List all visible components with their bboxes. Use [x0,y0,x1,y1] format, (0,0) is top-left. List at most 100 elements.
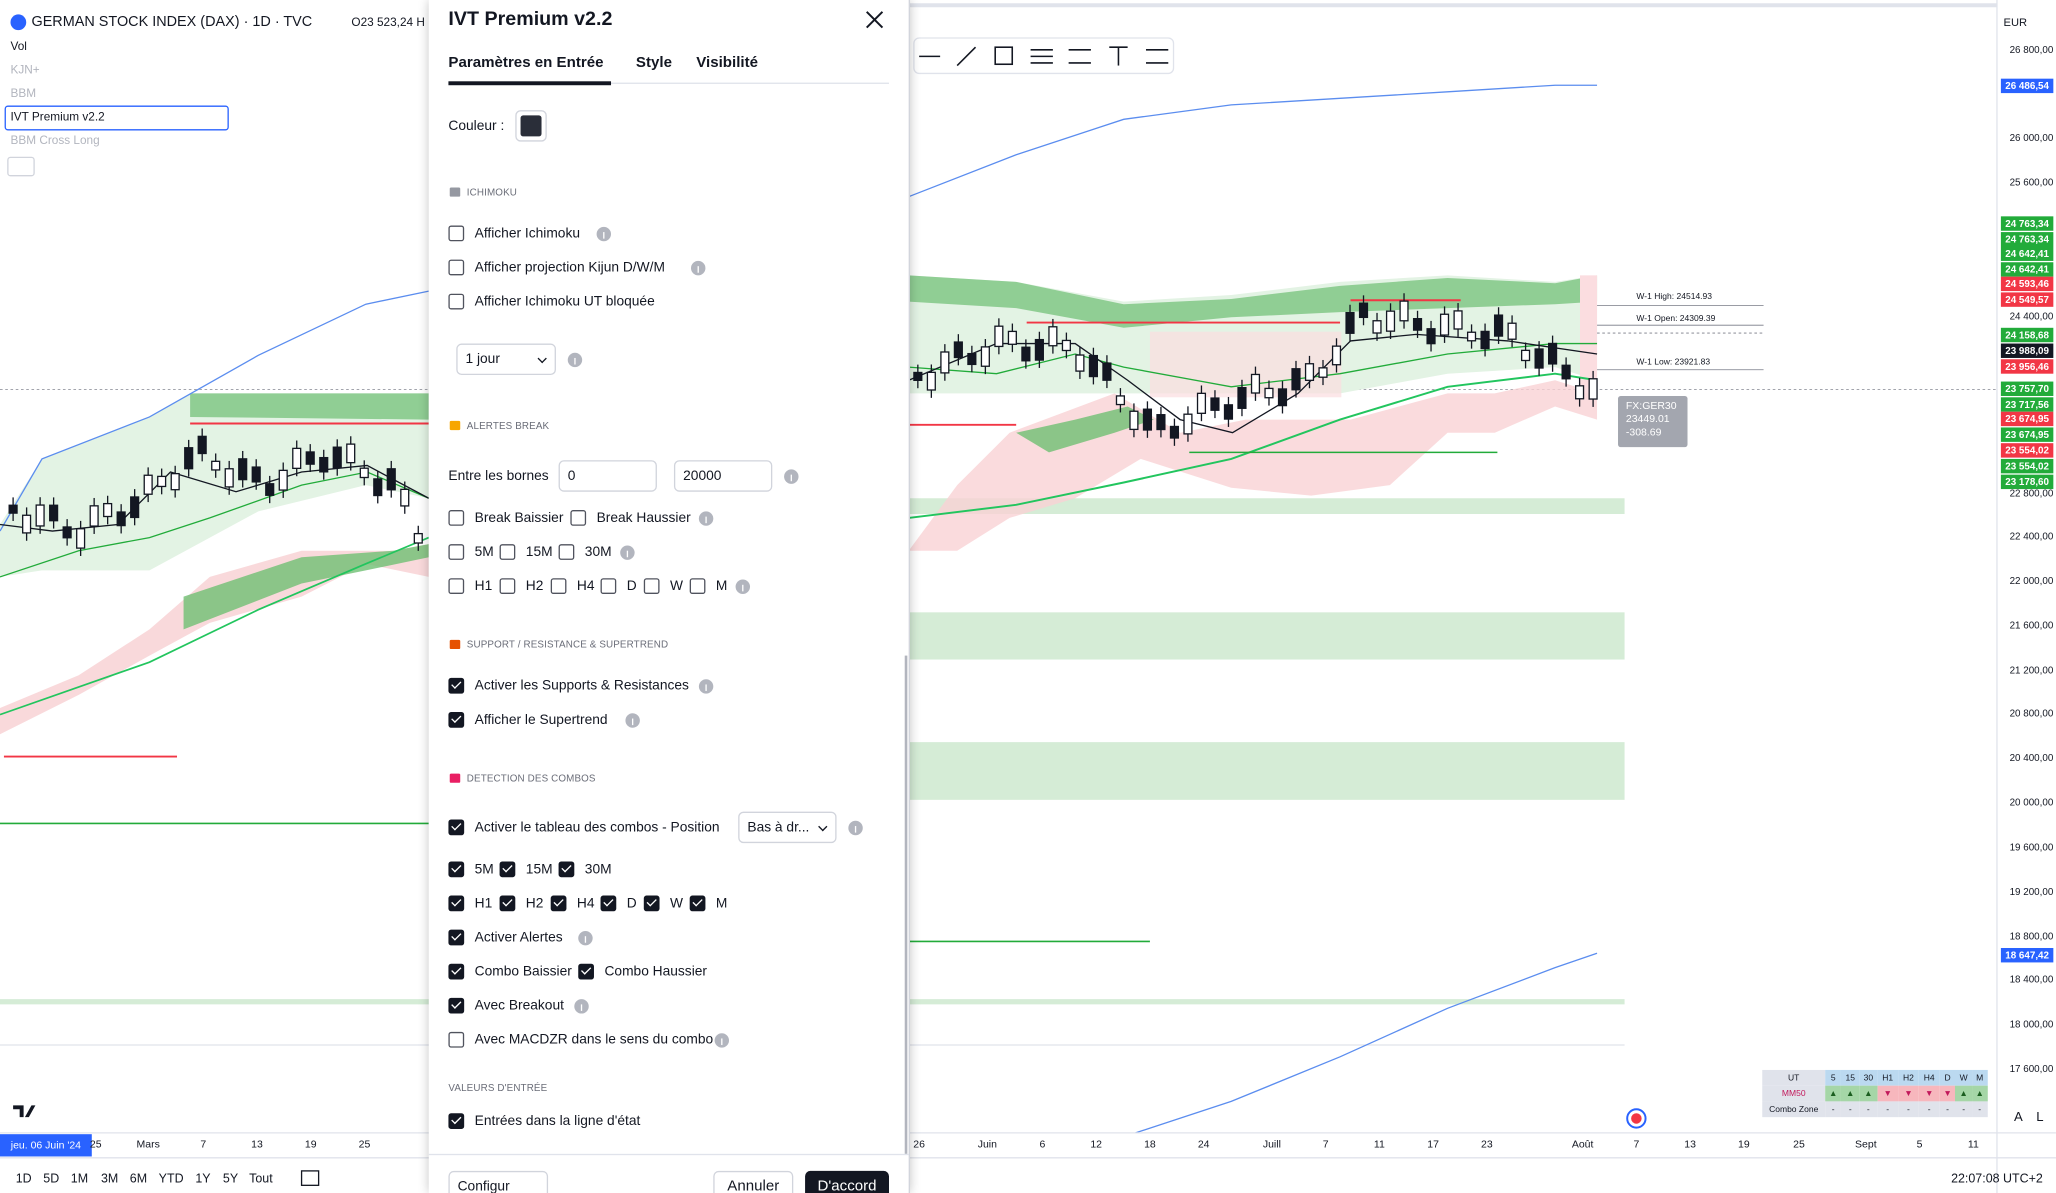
symbol-title[interactable]: GERMAN STOCK INDEX (DAX) · 1D · TVC [31,14,313,31]
cancel-button[interactable]: Annuler [713,1170,794,1193]
range-button[interactable]: 1D [15,1172,32,1187]
tab[interactable]: Style [635,55,672,71]
checkbox[interactable] [448,259,465,276]
time-label: 7 [1322,1138,1329,1150]
ok-button[interactable]: D'accord [805,1170,889,1193]
candle [103,502,113,518]
close-button[interactable] [865,10,884,29]
checkbox[interactable] [448,1031,465,1048]
price-badge: 24 642,41 [2000,261,2054,277]
checkbox[interactable] [689,895,706,912]
checkbox[interactable] [448,929,465,946]
checkbox[interactable] [448,861,465,878]
number-input[interactable]: 20000 [673,460,773,492]
indicator[interactable]: IVT Premium v2.2 [10,110,105,124]
info-icon [784,469,799,484]
indicator[interactable]: BBM Cross Long [10,133,100,147]
checkbox[interactable] [558,861,575,878]
range-button[interactable]: 3M [100,1172,119,1187]
checkbox[interactable] [550,895,567,912]
candle [413,532,423,544]
tab[interactable]: Paramètres en Entrée [448,55,604,71]
price-badge: 23 674,95 [2000,426,2054,442]
color-swatch[interactable] [515,110,547,142]
option-label: Break Haussier [596,510,691,526]
indicator[interactable]: BBM [10,86,37,100]
period-select[interactable]: 1 jour [456,343,556,376]
indicator[interactable]: Vol [10,39,27,53]
info-icon [574,999,589,1014]
checkbox[interactable] [643,578,660,594]
section-heading: ICHIMOKU [466,186,518,198]
checkbox[interactable] [558,544,575,560]
candle [49,504,59,522]
range-button[interactable]: 5D [43,1172,60,1187]
checkbox[interactable] [448,578,465,594]
candle [22,514,32,534]
time-label: 25 [89,1138,102,1150]
checkbox[interactable] [448,293,465,310]
checkbox[interactable] [448,677,465,694]
shape [520,115,542,137]
indicator[interactable]: KJN+ [10,62,40,77]
checkbox[interactable] [578,963,594,980]
checkbox[interactable] [448,895,465,912]
option-label: Afficher le Supertrend [474,711,608,728]
checkbox[interactable] [499,895,516,912]
checkbox[interactable] [448,544,465,560]
range-button[interactable]: 6M [129,1172,148,1187]
section-heading: ALERTES BREAK [466,419,550,432]
number-input[interactable]: 0 [558,460,657,492]
toggle[interactable]: A [2014,1110,2023,1126]
range-button[interactable]: 1M [70,1172,89,1187]
candle [913,371,923,382]
checkbox[interactable] [550,578,567,594]
shape [0,290,429,532]
checkbox[interactable] [448,510,465,526]
checkbox[interactable] [570,510,587,526]
toggle[interactable]: L [2036,1110,2044,1126]
checkbox[interactable] [499,544,516,560]
option-label: M [715,578,728,594]
shape [300,1170,320,1186]
option-label: H1 [474,578,493,594]
checkbox[interactable] [448,819,465,836]
time-label: Juin [977,1138,997,1150]
ohlc: O23 523,24 H [351,15,425,29]
candle [1223,404,1234,420]
range-button[interactable]: 1Y [195,1172,211,1187]
price-label: 22 400,00 [2009,530,2054,543]
shape [994,46,1014,66]
position-select[interactable]: Bas à dr... [738,811,837,844]
scrollbar [904,655,908,1154]
shape [1579,275,1598,394]
checkbox[interactable] [448,1113,465,1129]
checkbox[interactable] [689,578,706,594]
candle [157,475,167,488]
option-label: D [626,895,637,912]
range-button[interactable]: 5Y [222,1172,239,1187]
checkbox[interactable] [448,711,465,728]
checkbox[interactable] [448,997,465,1014]
currency[interactable]: EUR [2003,15,2028,29]
checkbox[interactable] [448,225,465,242]
table-cell: H2 [1898,1069,1919,1086]
checkbox[interactable] [643,895,660,912]
checkbox[interactable] [600,895,617,912]
range-button[interactable]: Tout [249,1172,273,1187]
range-button[interactable]: YTD [158,1172,184,1187]
time-label: 18 [1144,1138,1156,1150]
candle [1493,314,1504,337]
checkbox[interactable] [448,963,465,980]
candle [8,504,18,514]
preset-select[interactable]: Configur [448,1170,549,1193]
table-cell: ▼ [1939,1085,1956,1102]
tab[interactable]: Visibilité [696,55,758,71]
time-label: 17 [1427,1138,1439,1150]
preset-label: Configur [457,1178,510,1193]
checkbox[interactable] [499,578,516,594]
checkbox[interactable] [499,861,516,878]
checkbox[interactable] [600,578,617,594]
